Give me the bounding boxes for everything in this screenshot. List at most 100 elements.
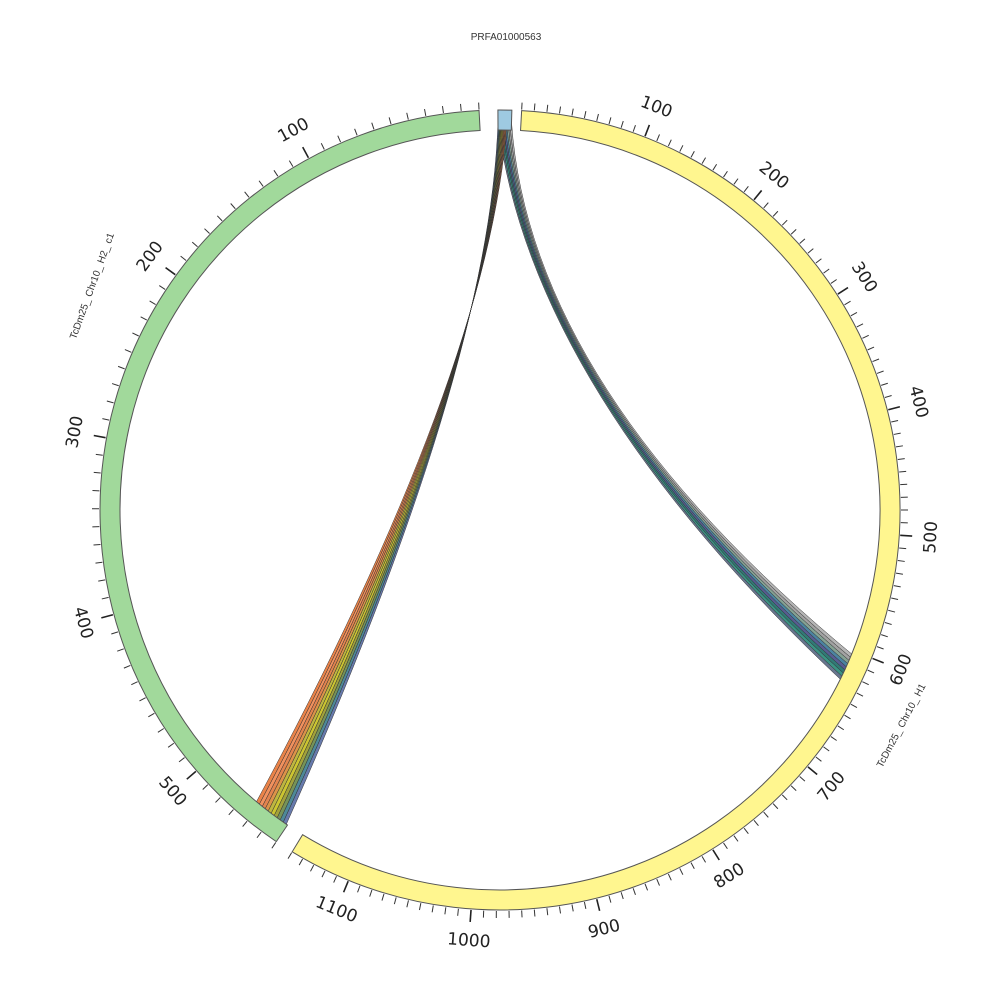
- minor-tick: [244, 191, 250, 198]
- minor-tick: [117, 648, 124, 652]
- minor-tick: [891, 420, 899, 423]
- minor-tick: [406, 112, 409, 120]
- minor-tick: [823, 746, 830, 752]
- link-ribbon-1-9: [252, 121, 508, 812]
- minor-tick: [880, 634, 888, 638]
- minor-tick: [418, 903, 422, 911]
- tick-label-tcdm25-chr10-h1-500: 500: [920, 520, 942, 554]
- minor-tick: [546, 908, 549, 916]
- minor-tick: [876, 646, 884, 650]
- segments-layer: [99, 109, 901, 911]
- minor-tick: [844, 714, 851, 720]
- segment-label-h1: TcDm25_ Chr10_ H1: [875, 682, 929, 770]
- segment-prfa01000563: [497, 109, 513, 131]
- minor-tick: [899, 547, 907, 550]
- major-tick: [807, 766, 818, 776]
- tick-label-tcdm25-chr10-h1-600: 600: [886, 651, 917, 689]
- major-tick: [342, 880, 349, 893]
- minor-tick: [393, 897, 397, 905]
- minor-tick: [381, 893, 385, 901]
- tick-label-tcdm25-chr10-h1-1000: 1000: [446, 929, 491, 952]
- minor-tick: [837, 725, 845, 731]
- minor-tick: [123, 664, 131, 669]
- major-tick: [837, 286, 849, 295]
- major-tick: [186, 770, 197, 780]
- minor-tick: [733, 835, 739, 842]
- minor-tick: [321, 870, 326, 878]
- minor-tick: [856, 692, 864, 697]
- minor-tick: [830, 279, 837, 284]
- minor-tick: [856, 323, 864, 328]
- minor-tick: [807, 248, 814, 254]
- minor-tick: [178, 757, 185, 763]
- minor-tick: [258, 180, 264, 187]
- minor-tick: [95, 453, 103, 456]
- minor-tick: [790, 229, 797, 235]
- ticks-layer: 100 200 300 400 500 600 700 800 900 1000 1100 100 20…: [62, 92, 942, 952]
- minor-tick: [157, 728, 165, 733]
- minor-tick: [644, 883, 649, 891]
- minor-tick: [723, 170, 728, 178]
- segment-label-h2-c1: TcDm25_ Chr10_ H2_ c1: [68, 231, 117, 341]
- link-ribbon-1-5: [264, 121, 504, 822]
- minor-tick: [140, 316, 148, 321]
- minor-tick: [690, 862, 695, 869]
- minor-tick: [111, 631, 119, 635]
- minor-tick: [546, 104, 549, 112]
- minor-tick: [256, 831, 262, 839]
- minor-tick: [444, 907, 447, 915]
- minor-tick: [772, 210, 779, 217]
- minor-tick: [431, 905, 434, 913]
- minor-tick: [763, 202, 769, 209]
- minor-tick: [763, 811, 769, 818]
- minor-tick: [620, 120, 624, 128]
- minor-tick: [899, 470, 907, 473]
- minor-tick: [273, 170, 279, 177]
- major-tick: [469, 909, 472, 922]
- segment-tcdm25-chr10-h1: [291, 110, 901, 911]
- minor-tick: [441, 106, 444, 114]
- minor-tick: [167, 742, 175, 748]
- minor-tick: [111, 383, 119, 387]
- link-ribbon-0-0: [497, 121, 849, 686]
- tick-label-tcdm25-chr10-h1-900: 900: [586, 916, 622, 943]
- link-ribbon-0-4: [504, 121, 855, 673]
- minor-tick: [320, 143, 325, 150]
- minor-tick: [781, 219, 788, 226]
- link-ribbon-1-8: [255, 121, 507, 815]
- major-tick: [302, 146, 310, 159]
- minor-tick: [101, 596, 109, 600]
- minor-tick: [406, 900, 409, 908]
- minor-tick: [823, 268, 830, 274]
- minor-tick: [533, 103, 536, 111]
- minor-tick: [571, 108, 574, 116]
- minor-tick: [743, 827, 749, 835]
- link-ribbon-0-2: [501, 121, 852, 680]
- minor-tick: [608, 895, 612, 903]
- minor-tick: [884, 395, 892, 398]
- tick-label-tcdm25-chr10-h1-1100: 1100: [313, 892, 361, 927]
- minor-tick: [891, 597, 899, 601]
- tick-label-tcdm25-chr10-h1-200: 200: [755, 158, 793, 194]
- minor-tick: [583, 901, 587, 909]
- minor-tick: [287, 852, 293, 859]
- minor-tick: [712, 163, 718, 171]
- minor-tick: [583, 111, 587, 119]
- tick-label-tcdm25-chr10-h2-c1-200: 200: [133, 238, 168, 276]
- minor-tick: [117, 365, 125, 370]
- minor-tick: [159, 285, 166, 290]
- minor-tick: [895, 445, 903, 448]
- minor-tick: [371, 122, 375, 130]
- major-tick: [644, 124, 651, 137]
- minor-tick: [772, 803, 779, 810]
- minor-tick: [608, 117, 612, 125]
- segment-label-prfa01000563: PRFA01000563: [471, 32, 542, 43]
- tick-label-tcdm25-chr10-h2-c1-500: 500: [154, 773, 190, 811]
- minor-tick: [533, 909, 536, 917]
- minor-tick: [815, 756, 822, 762]
- minor-tick: [180, 255, 187, 261]
- minor-tick: [620, 892, 624, 900]
- minor-tick: [815, 258, 822, 264]
- minor-tick: [667, 139, 672, 147]
- minor-tick: [102, 418, 110, 421]
